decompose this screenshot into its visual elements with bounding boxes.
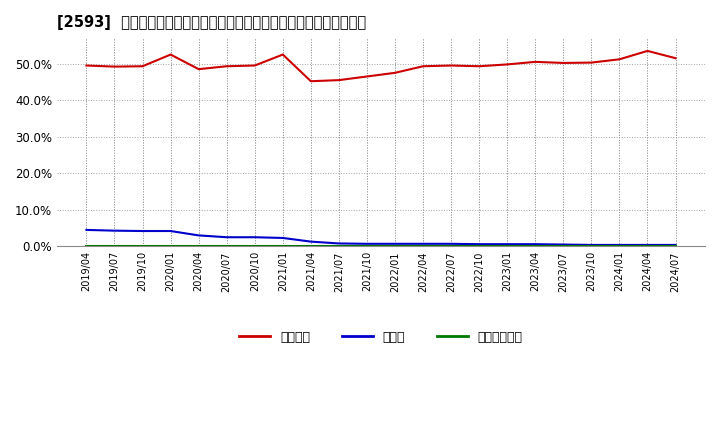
繰延税金資産: [475, 244, 484, 249]
自己資本: [335, 77, 343, 83]
自己資本: [587, 60, 595, 65]
のれん: [559, 242, 567, 247]
のれん: [587, 242, 595, 248]
のれん: [391, 241, 400, 246]
繰延税金資産: [503, 244, 511, 249]
繰延税金資産: [110, 244, 119, 249]
Line: 自己資本: 自己資本: [86, 51, 675, 81]
自己資本: [251, 63, 259, 68]
繰延税金資産: [82, 244, 91, 249]
自己資本: [447, 63, 456, 68]
のれん: [138, 228, 147, 234]
繰延税金資産: [194, 244, 203, 249]
自己資本: [475, 64, 484, 69]
自己資本: [82, 63, 91, 68]
のれん: [531, 242, 539, 247]
自己資本: [531, 59, 539, 65]
自己資本: [110, 64, 119, 69]
繰延税金資産: [391, 244, 400, 249]
自己資本: [222, 64, 231, 69]
のれん: [307, 239, 315, 244]
自己資本: [671, 55, 680, 61]
繰延税金資産: [531, 244, 539, 249]
自己資本: [279, 52, 287, 57]
のれん: [419, 241, 428, 246]
繰延税金資産: [587, 244, 595, 249]
のれん: [335, 241, 343, 246]
繰延税金資産: [166, 244, 175, 249]
のれん: [110, 228, 119, 233]
自己資本: [138, 64, 147, 69]
繰延税金資産: [643, 244, 652, 249]
のれん: [671, 242, 680, 248]
Line: のれん: のれん: [86, 230, 675, 245]
繰延税金資産: [307, 244, 315, 249]
のれん: [363, 241, 372, 246]
のれん: [503, 242, 511, 247]
自己資本: [419, 64, 428, 69]
自己資本: [643, 48, 652, 54]
のれん: [222, 235, 231, 240]
自己資本: [166, 52, 175, 57]
繰延税金資産: [559, 244, 567, 249]
繰延税金資産: [335, 244, 343, 249]
のれん: [279, 235, 287, 241]
繰延税金資産: [419, 244, 428, 249]
自己資本: [194, 66, 203, 72]
繰延税金資産: [363, 244, 372, 249]
自己資本: [307, 79, 315, 84]
のれん: [643, 242, 652, 248]
のれん: [166, 228, 175, 234]
Legend: 自己資本, のれん, 繰延税金資産: 自己資本, のれん, 繰延税金資産: [234, 326, 528, 348]
のれん: [82, 227, 91, 233]
Text: [2593]  自己資本、のれん、繰延税金資産の総資産に対する比率の推移: [2593] 自己資本、のれん、繰延税金資産の総資産に対する比率の推移: [57, 15, 366, 30]
のれん: [475, 242, 484, 247]
自己資本: [559, 60, 567, 66]
繰延税金資産: [279, 244, 287, 249]
のれん: [251, 235, 259, 240]
繰延税金資産: [447, 244, 456, 249]
繰延税金資産: [251, 244, 259, 249]
繰延税金資産: [671, 244, 680, 249]
繰延税金資産: [222, 244, 231, 249]
自己資本: [391, 70, 400, 76]
自己資本: [363, 74, 372, 79]
のれん: [194, 233, 203, 238]
のれん: [447, 241, 456, 246]
自己資本: [503, 62, 511, 67]
のれん: [615, 242, 624, 248]
繰延税金資産: [615, 244, 624, 249]
繰延税金資産: [138, 244, 147, 249]
自己資本: [615, 57, 624, 62]
